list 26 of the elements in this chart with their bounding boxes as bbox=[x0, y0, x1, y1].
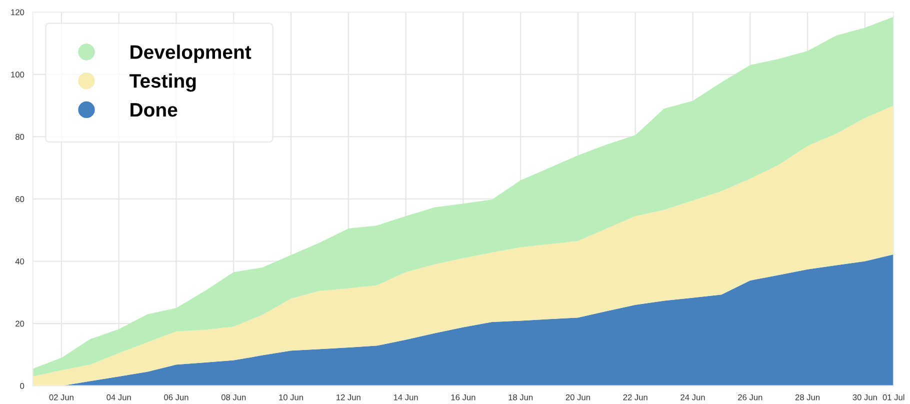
x-tick-label: 30 Jun bbox=[852, 394, 877, 400]
y-tick-label: 60 bbox=[16, 196, 24, 202]
x-tick-label: 22 Jun bbox=[623, 394, 648, 400]
y-tick-label: 20 bbox=[16, 320, 24, 327]
x-tick-label: 01 Jul bbox=[882, 394, 904, 400]
x-tick-label: 26 Jun bbox=[738, 394, 762, 400]
x-tick-label: 12 Jun bbox=[336, 394, 360, 400]
x-tick-label: 08 Jun bbox=[221, 394, 246, 400]
x-tick-label: 18 Jun bbox=[508, 394, 533, 400]
x-tick-label: 16 Jun bbox=[451, 394, 476, 400]
x-tick-label: 14 Jun bbox=[394, 394, 418, 400]
x-tick-label: 24 Jun bbox=[680, 394, 705, 400]
y-tick-label: 80 bbox=[16, 134, 24, 140]
legend-label: Testing bbox=[130, 74, 196, 92]
x-tick-label: 10 Jun bbox=[279, 394, 303, 400]
y-tick-label: 40 bbox=[15, 258, 24, 264]
y-tick-label: 0 bbox=[20, 383, 24, 389]
x-tick-label: 28 Jun bbox=[795, 394, 820, 400]
x-tick-label: 02 Jun bbox=[49, 394, 74, 400]
y-tick-label: 120 bbox=[11, 9, 24, 16]
x-tick-label: 20 Jun bbox=[566, 394, 590, 400]
legend-label: Done bbox=[130, 103, 178, 117]
x-tick-label: 04 Jun bbox=[106, 394, 131, 400]
y-tick-label: 100 bbox=[11, 72, 24, 78]
x-tick-label: 06 Jun bbox=[164, 394, 188, 400]
legend-label: Development bbox=[130, 44, 252, 63]
